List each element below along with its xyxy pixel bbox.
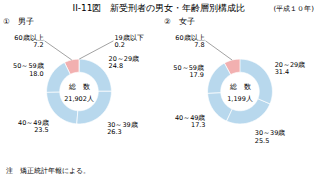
svg-text:① 男子: ① 男子 (3, 17, 34, 26)
html-text:(平成１０年): (平成１０年) (273, 5, 314, 13)
svg-text:50～59歳18.0: 50～59歳18.0 (13, 62, 44, 77)
svg-text:総 数: 総 数 (229, 83, 251, 91)
svg-text:1,199人: 1,199人 (227, 95, 253, 103)
html-text:II‑11図 新受刑者の男女・年齢層別構成比: II‑11図 新受刑者の男女・年齢層別構成比 (72, 3, 246, 13)
svg-text:20～29歳31.4: 20～29歳31.4 (275, 61, 306, 76)
svg-text:40～49歳23.5: 40～49歳23.5 (18, 119, 49, 134)
svg-text:50～59歳17.9: 50～59歳17.9 (173, 64, 204, 79)
svg-text:21,902人: 21,902人 (64, 95, 94, 103)
svg-text:② 女子: ② 女子 (164, 17, 195, 26)
svg-text:30～39歳25.5: 30～39歳25.5 (255, 129, 286, 144)
svg-text:総 数: 総 数 (68, 83, 90, 91)
html-text:注 矯正統計年報による。: 注 矯正統計年報による。 (6, 167, 90, 175)
svg-text:20～29歳24.8: 20～29歳24.8 (109, 55, 140, 70)
svg-text:60歳以上7.8: 60歳以上7.8 (175, 34, 204, 49)
svg-text:30～39歳26.3: 30～39歳26.3 (107, 121, 138, 136)
svg-text:60歳以上7.2: 60歳以上7.2 (14, 34, 43, 49)
svg-text:40～49歳17.3: 40～49歳17.3 (175, 114, 206, 129)
svg-text:19歳以下0.2: 19歳以下0.2 (114, 34, 143, 49)
